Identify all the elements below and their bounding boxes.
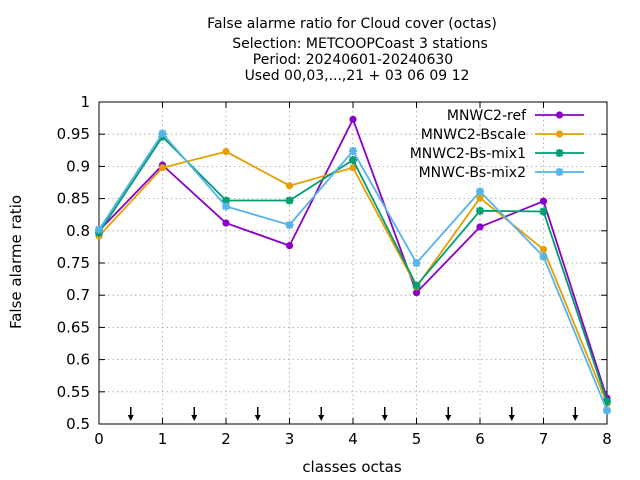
series-mnwc-bs-mix2 <box>95 129 611 415</box>
arrow-marker <box>445 407 452 421</box>
y-tick-label: 0.9 <box>66 157 90 175</box>
x-axis-label: classes octas <box>302 458 402 476</box>
y-axis-label: False alarme ratio <box>7 195 25 329</box>
data-point <box>158 164 167 172</box>
y-tick-label: 0.95 <box>57 125 90 143</box>
y-tick-label: 0.8 <box>66 222 90 240</box>
data-point-center <box>478 189 482 194</box>
data-point <box>349 115 357 123</box>
x-tick-label: 6 <box>475 430 485 448</box>
data-point-center <box>478 208 482 213</box>
data-point-center <box>541 254 546 259</box>
legend-entry: MNWC2-Bs-mix1 <box>410 146 584 162</box>
arrow-marker <box>318 407 325 421</box>
arrow-marker <box>127 407 134 421</box>
data-point-center <box>605 399 609 404</box>
data-point <box>222 147 230 156</box>
arrow-marker <box>254 407 261 421</box>
data-point-center <box>351 148 355 153</box>
legend-label: MNWC-Bs-mix2 <box>419 165 526 181</box>
y-tick-label: 0.5 <box>66 415 90 433</box>
data-point <box>555 130 564 138</box>
data-point-center <box>224 204 228 209</box>
arrow-head <box>254 415 261 421</box>
title-line-3: Period: 20240601-20240630 <box>253 52 453 68</box>
x-tick-label: 0 <box>94 430 104 448</box>
data-point-center <box>414 283 419 288</box>
arrow-head <box>127 415 134 421</box>
arrow-head <box>572 415 579 421</box>
arrow-marker <box>381 407 388 421</box>
arrow-head <box>381 415 388 421</box>
arrow-marker <box>508 407 515 421</box>
arrow-markers <box>127 407 579 421</box>
y-tick-label: 0.65 <box>57 318 90 336</box>
data-point <box>539 245 548 254</box>
data-point <box>285 182 294 190</box>
data-point-center <box>557 151 562 155</box>
data-point <box>476 194 484 202</box>
legend-label: MNWC2-ref <box>447 108 527 124</box>
data-point <box>222 219 230 227</box>
legend-entry: MNWC-Bs-mix2 <box>419 165 584 181</box>
data-point <box>539 197 548 205</box>
arrow-head <box>318 415 325 421</box>
data-point-center <box>414 261 419 265</box>
y-tick-label: 0.55 <box>57 383 90 401</box>
legend-entry: MNWC2-ref <box>447 108 584 124</box>
axes: 0.5 0.55 0.6 0.65 0.7 0.75 0.8 0.85 0.9 0.95 1 0 1 2 3… <box>57 93 612 448</box>
y-tick-label: 0.75 <box>57 254 90 272</box>
title-line-4: Used 00,03,...,21 + 03 06 09 12 <box>245 68 470 84</box>
chart-title: False alarme ratio for Cloud cover (octa… <box>207 16 497 84</box>
data-point-center <box>160 131 165 136</box>
legend-label: MNWC2-Bs-mix1 <box>410 146 526 162</box>
title-line-2: Selection: METCOOPCoast 3 stations <box>232 36 488 52</box>
data-point <box>349 164 357 172</box>
data-point-center <box>287 198 292 203</box>
y-tick-label: 1 <box>80 93 90 111</box>
data-point-center <box>287 223 292 228</box>
data-point-center <box>605 408 609 413</box>
legend-label: MNWC2-Bscale <box>421 127 526 143</box>
series-group <box>95 115 611 415</box>
data-point <box>555 111 564 119</box>
data-point-center <box>351 157 355 162</box>
arrow-marker <box>572 407 579 421</box>
series-line <box>98 150 608 404</box>
y-tick-label: 0.6 <box>66 351 90 369</box>
data-point-center <box>557 170 562 174</box>
x-tick-label: 2 <box>221 430 231 448</box>
x-tick-label: 5 <box>412 430 422 448</box>
x-tick-label: 4 <box>348 430 358 448</box>
title-line-1: False alarme ratio for Cloud cover (octa… <box>207 16 497 32</box>
legend-entry: MNWC2-Bscale <box>421 127 584 143</box>
data-point-center <box>97 227 101 232</box>
data-point-center <box>224 198 228 203</box>
data-point <box>476 223 484 231</box>
data-point <box>285 242 294 250</box>
arrow-head <box>508 415 515 421</box>
grid <box>99 102 607 424</box>
legend: MNWC2-ref MNWC2-Bscale MNWC2-Bs-mix1 MNWC-B… <box>410 108 584 181</box>
arrow-head <box>445 415 452 421</box>
x-tick-label: 1 <box>158 430 168 448</box>
data-point <box>412 289 421 297</box>
arrow-head <box>191 415 198 421</box>
x-tick-label: 7 <box>539 430 549 448</box>
data-point-center <box>541 209 546 214</box>
x-tick-label: 3 <box>285 430 295 448</box>
arrow-marker <box>191 407 198 421</box>
x-tick-label: 8 <box>602 430 612 448</box>
y-tick-label: 0.85 <box>57 190 90 208</box>
y-tick-label: 0.7 <box>66 286 90 304</box>
